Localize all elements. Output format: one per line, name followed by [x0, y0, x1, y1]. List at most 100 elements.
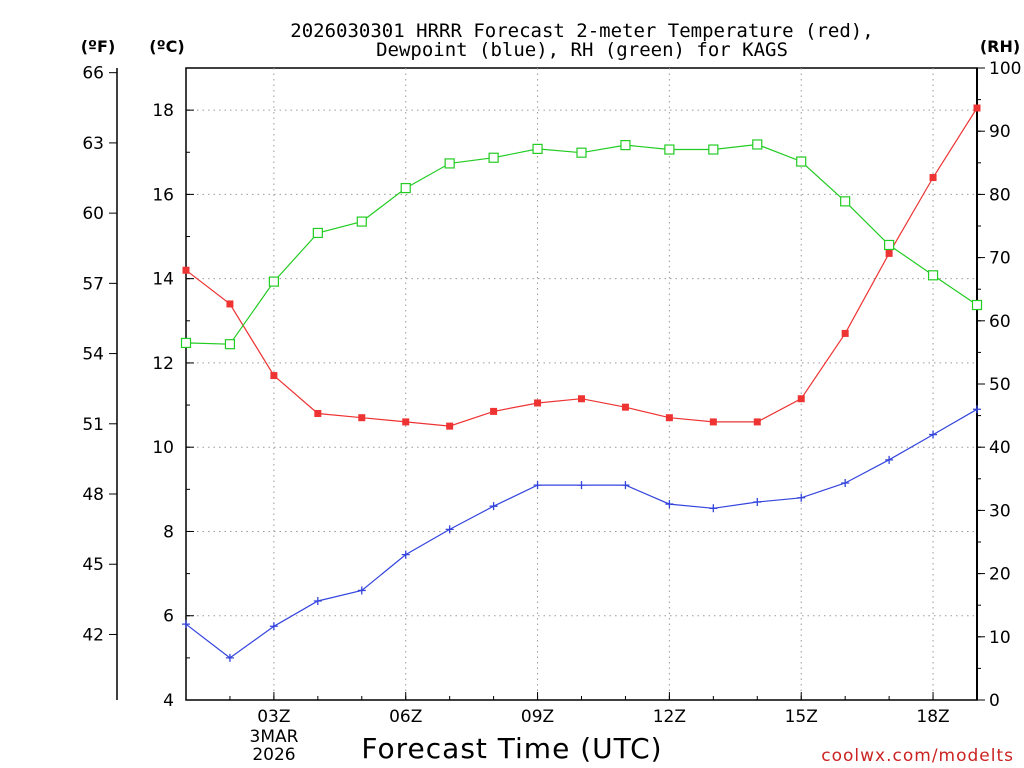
rh-point — [884, 239, 895, 251]
rh-tick-label: 80 — [989, 185, 1011, 205]
x-tick-label: 12Z — [653, 707, 686, 727]
2-meter-temperature-point — [226, 300, 234, 308]
dewpoint-point — [357, 586, 366, 595]
rh-tick-label: 100 — [989, 59, 1021, 79]
celsius-tick-label: 8 — [163, 522, 174, 542]
axes: 03Z 06Z 09Z 12Z 15Z 18Z 4 6 8 10 12 14 16 18 42 45 48 51 5… — [82, 59, 1021, 727]
rh-point — [840, 196, 851, 207]
2-meter-temperature-point — [665, 414, 673, 422]
2-meter-temperature-point — [709, 418, 717, 426]
2-meter-temperature-point — [621, 403, 629, 411]
rh-tick-label: 10 — [989, 628, 1011, 648]
fahrenheit-tick-label: 60 — [82, 204, 104, 224]
2-meter-temperature-point — [973, 104, 981, 112]
x-tick-label: 18Z — [916, 707, 949, 727]
2-meter-temperature-point — [490, 407, 498, 415]
dewpoint-point — [533, 481, 542, 490]
2-meter-temperature-point — [534, 399, 542, 407]
dewpoint-point — [709, 504, 718, 513]
fahrenheit-tick-label: 42 — [82, 625, 104, 645]
dewpoint-point — [665, 500, 674, 509]
dewpoint-point — [885, 455, 894, 464]
fahrenheit-tick-label: 45 — [82, 555, 104, 575]
2-meter-temperature-point — [797, 395, 805, 403]
rh-point — [752, 139, 763, 150]
celsius-tick-label: 10 — [152, 438, 174, 458]
2-meter-temperature-point — [929, 174, 937, 182]
celsius-tick-label: 6 — [163, 607, 174, 627]
plot-area — [185, 67, 978, 701]
fahrenheit-unit-label: (ºF) — [81, 37, 116, 56]
series-layer — [180, 104, 983, 662]
dewpoint-point — [445, 525, 454, 534]
grid-lines — [186, 68, 977, 700]
2-meter-temperature-point — [182, 266, 190, 274]
x-tick-label: 09Z — [521, 707, 554, 727]
fahrenheit-tick-label: 63 — [82, 134, 104, 154]
dewpoint-point — [797, 493, 806, 502]
rh-point — [400, 182, 411, 194]
chart-title-line2: Dewpoint (blue), RH (green) for KAGS — [376, 39, 788, 61]
2-meter-temperature-point — [885, 249, 893, 257]
rh-point — [620, 140, 631, 151]
dewpoint-point — [182, 620, 190, 629]
2-meter-temperature-point — [270, 372, 278, 380]
2-meter-temperature-point — [402, 418, 410, 426]
rh-point — [927, 270, 939, 281]
dewpoint-point — [269, 622, 278, 631]
dewpoint-point — [841, 479, 850, 488]
celsius-tick-label: 12 — [152, 354, 174, 374]
x-axis-label: Forecast Time (UTC) — [361, 732, 662, 765]
credit-text: coolwx.com/modelts — [821, 746, 1014, 766]
rh-point — [664, 144, 675, 155]
fahrenheit-tick-label: 51 — [82, 415, 104, 435]
rh-line — [185, 143, 978, 345]
rh-tick-label: 30 — [989, 501, 1011, 521]
rh-point — [312, 227, 323, 239]
dewpoint-point — [577, 481, 586, 490]
rh-tick-label: 60 — [989, 312, 1011, 332]
fahrenheit-tick-label: 57 — [82, 274, 104, 294]
2-meter-temperature-point — [578, 395, 585, 403]
rh-point — [488, 152, 499, 163]
rh-tick-label: 90 — [989, 122, 1011, 142]
dewpoint-line — [185, 408, 978, 659]
dewpoint-point — [621, 481, 630, 490]
date-label-line2: 2026 — [252, 745, 295, 765]
2-meter-temperature-point — [446, 422, 454, 430]
x-tick-label: 03Z — [257, 707, 290, 727]
2-meter-temperature-point — [314, 409, 322, 417]
celsius-tick-label: 4 — [163, 691, 174, 711]
dewpoint-point — [929, 430, 938, 439]
rh-point — [576, 147, 587, 158]
dewpoint-point — [313, 596, 322, 605]
rh-point — [708, 144, 719, 155]
rh-point — [356, 216, 367, 227]
rh-point — [224, 339, 236, 350]
dewpoint-point — [753, 497, 762, 506]
rh-tick-label: 40 — [989, 438, 1011, 458]
rh-unit-label: (RH) — [980, 37, 1020, 56]
fahrenheit-tick-label: 48 — [82, 485, 104, 505]
celsius-unit-label: (ºC) — [149, 37, 184, 56]
dewpoint-point — [973, 405, 981, 414]
rh-point — [532, 143, 543, 154]
fahrenheit-tick-label: 54 — [82, 345, 104, 365]
2-meter-temperature-point — [841, 329, 849, 337]
dewpoint-point — [225, 653, 234, 662]
rh-tick-label: 0 — [989, 691, 1000, 711]
2-meter-temperature-point — [358, 414, 366, 422]
rh-tick-label: 20 — [989, 565, 1011, 585]
celsius-tick-label: 14 — [152, 270, 174, 290]
x-tick-label: 15Z — [785, 707, 818, 727]
x-tick-label: 06Z — [389, 707, 422, 727]
date-label-line1: 3MAR — [250, 727, 299, 747]
celsius-tick-label: 16 — [152, 185, 174, 205]
dewpoint-point — [489, 502, 498, 511]
dewpoint-point — [401, 550, 410, 559]
rh-tick-label: 70 — [989, 249, 1011, 269]
rh-tick-label: 50 — [989, 375, 1011, 395]
chart-title-line1: 2026030301 HRRR Forecast 2-meter Tempera… — [290, 20, 873, 42]
rh-point — [180, 337, 192, 349]
